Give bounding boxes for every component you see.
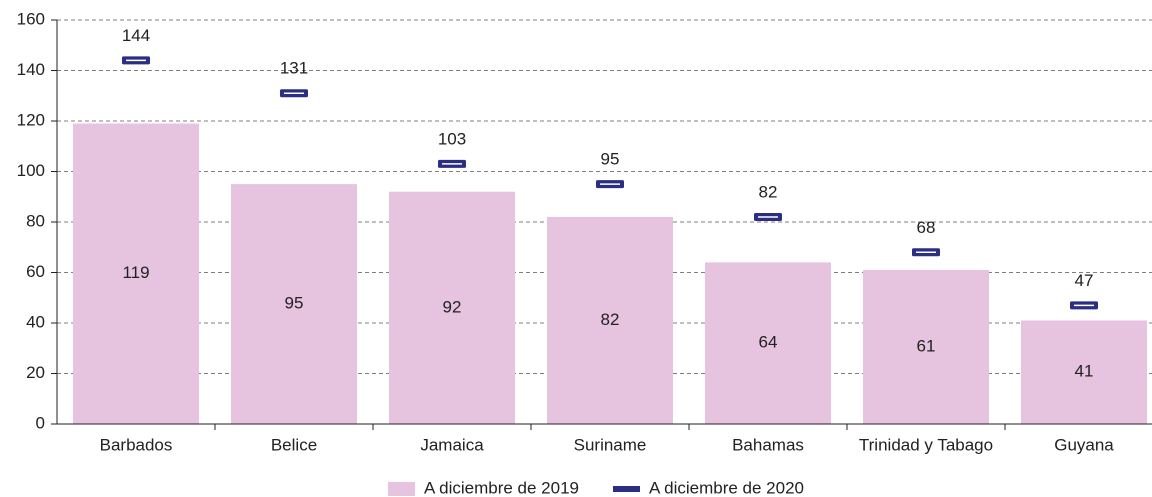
x-tick-label: Barbados — [100, 435, 173, 454]
bar — [705, 262, 831, 424]
legend-swatch — [388, 482, 415, 496]
marker — [438, 159, 466, 168]
value-label: 82 — [759, 182, 778, 201]
marker — [912, 248, 940, 257]
x-tick-label: Jamaica — [420, 435, 484, 454]
legend-label: A diciembre de 2020 — [649, 478, 804, 497]
y-tick-label: 160 — [17, 9, 45, 28]
bar — [1021, 320, 1147, 424]
bar — [73, 123, 199, 425]
y-tick-label: 60 — [26, 262, 45, 281]
bar — [389, 191, 515, 424]
marker — [280, 89, 308, 98]
bar — [547, 216, 673, 424]
y-tick-label: 80 — [26, 211, 45, 230]
x-tick-label: Guyana — [1054, 435, 1114, 454]
marker — [754, 212, 782, 221]
value-label: 119 — [122, 263, 149, 282]
y-tick-label: 0 — [36, 413, 45, 432]
value-label: 92 — [443, 297, 462, 316]
marker — [122, 56, 150, 65]
x-tick-label: Bahamas — [732, 435, 804, 454]
y-tick-label: 100 — [17, 161, 45, 180]
value-label: 47 — [1075, 271, 1094, 290]
legend-swatch — [613, 486, 640, 492]
x-tick-label: Suriname — [574, 435, 647, 454]
value-label: 144 — [122, 26, 150, 45]
value-label: 95 — [285, 294, 304, 313]
bar — [231, 184, 357, 424]
marker — [1070, 301, 1098, 310]
marker — [596, 180, 624, 189]
value-label: 64 — [759, 333, 778, 352]
value-label: 95 — [601, 150, 620, 169]
value-label: 103 — [438, 129, 466, 148]
value-label: 68 — [917, 218, 936, 237]
value-label: 61 — [917, 336, 936, 355]
y-tick-label: 20 — [26, 363, 45, 382]
legend-label: A diciembre de 2019 — [424, 478, 579, 497]
y-tick-label: 40 — [26, 312, 45, 331]
y-tick-label: 140 — [17, 60, 45, 79]
x-tick-label: Belice — [271, 435, 317, 454]
value-label: 41 — [1075, 362, 1094, 381]
value-label: 131 — [280, 59, 308, 78]
bar — [863, 269, 989, 424]
value-label: 82 — [601, 310, 620, 329]
y-tick-label: 120 — [17, 110, 45, 129]
x-tick-label: Trinidad y Tabago — [859, 435, 993, 454]
